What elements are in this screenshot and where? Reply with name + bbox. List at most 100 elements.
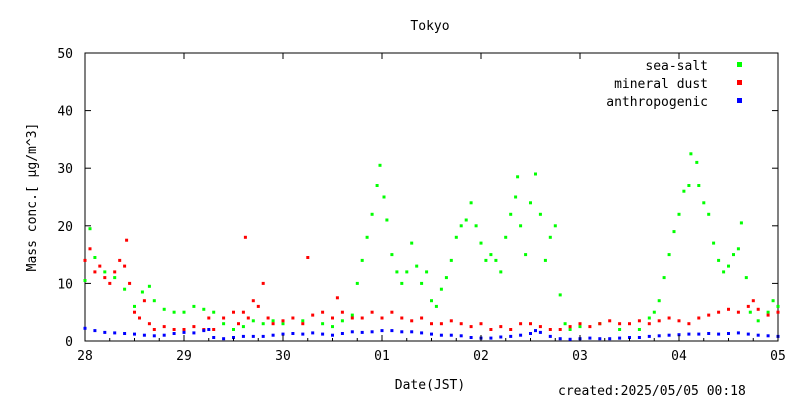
point-sea-salt (469, 201, 473, 205)
point-mineral-dust (192, 325, 196, 329)
point-sea-salt (637, 328, 641, 331)
point-sea-salt (695, 160, 699, 164)
point-mineral-dust (128, 281, 132, 285)
point-sea-salt (514, 195, 518, 199)
point-sea-salt (261, 322, 265, 326)
point-sea-salt (449, 258, 453, 262)
point-sea-salt (123, 287, 127, 291)
point-anthropogenic (350, 330, 354, 334)
point-sea-salt (748, 310, 752, 314)
point-anthropogenic (261, 334, 265, 338)
point-sea-salt (732, 253, 735, 257)
point-mineral-dust (103, 276, 107, 280)
point-mineral-dust (182, 328, 186, 331)
point-mineral-dust (311, 313, 315, 317)
point-sea-salt (113, 276, 117, 280)
point-anthropogenic (628, 336, 631, 339)
point-mineral-dust (147, 322, 151, 326)
point-sea-salt (702, 201, 706, 205)
point-sea-salt (281, 322, 285, 326)
point-sea-salt (365, 235, 369, 239)
point-mineral-dust (113, 270, 117, 274)
point-mineral-dust (489, 328, 493, 331)
point-sea-salt (395, 270, 399, 274)
point-anthropogenic (608, 337, 612, 341)
point-anthropogenic (538, 330, 542, 334)
point-anthropogenic (489, 336, 493, 340)
point-anthropogenic (618, 336, 622, 340)
point-mineral-dust (152, 328, 156, 331)
point-mineral-dust (243, 235, 247, 239)
point-anthropogenic (736, 331, 740, 335)
point-anthropogenic (202, 329, 206, 333)
point-sea-salt (479, 241, 483, 245)
point-mineral-dust (370, 310, 374, 314)
point-sea-salt (350, 313, 354, 317)
point-sea-salt (578, 325, 582, 329)
point-mineral-dust (568, 325, 572, 329)
point-sea-salt (434, 304, 438, 308)
point-anthropogenic (340, 332, 344, 335)
point-sea-salt (375, 184, 379, 187)
point-sea-salt (558, 293, 562, 297)
point-anthropogenic (756, 333, 760, 337)
point-mineral-dust (93, 270, 97, 274)
point-anthropogenic (657, 334, 661, 338)
point-sea-salt (516, 175, 520, 179)
point-anthropogenic (207, 328, 211, 331)
point-anthropogenic (469, 336, 473, 339)
point-mineral-dust (246, 316, 250, 320)
point-mineral-dust (459, 322, 463, 326)
point-sea-salt (301, 319, 305, 323)
point-anthropogenic (430, 332, 433, 336)
y-tick-label: 10 (57, 277, 73, 292)
point-anthropogenic (548, 334, 552, 338)
x-tick-label: 28 (77, 349, 93, 364)
point-sea-salt (744, 276, 748, 280)
point-sea-salt (459, 224, 463, 228)
point-sea-salt (400, 281, 404, 285)
point-mineral-dust (261, 281, 265, 285)
point-anthropogenic (212, 336, 216, 339)
point-mineral-dust (172, 328, 176, 331)
point-sea-salt (430, 299, 433, 303)
y-tick-label: 0 (65, 335, 73, 350)
point-sea-salt (667, 253, 671, 257)
point-mineral-dust (479, 322, 483, 326)
point-sea-salt (370, 212, 374, 216)
point-anthropogenic (400, 330, 404, 334)
point-sea-salt (647, 316, 651, 320)
point-mineral-dust (380, 316, 384, 320)
point-sea-salt (420, 281, 424, 285)
point-anthropogenic (677, 333, 681, 337)
axes: 0 10 20 30 40 50 28 29 30 01 02 03 04 05 (57, 47, 785, 364)
point-mineral-dust (212, 328, 216, 331)
point-mineral-dust (430, 322, 433, 326)
point-sea-salt (504, 235, 508, 239)
point-anthropogenic (420, 331, 424, 335)
chart-title: Tokyo (410, 19, 449, 34)
y-axis-label: Mass conc.[ μg/m^3] (25, 123, 40, 272)
point-sea-salt (83, 279, 87, 282)
point-sea-salt (687, 184, 691, 187)
point-sea-salt (618, 328, 622, 331)
point-sea-salt (232, 328, 235, 331)
point-mineral-dust (142, 299, 146, 303)
point-sea-salt (568, 328, 572, 331)
point-anthropogenic (534, 329, 537, 333)
point-anthropogenic (410, 330, 414, 334)
point-mineral-dust (746, 304, 750, 308)
point-mineral-dust (578, 322, 582, 326)
point-sea-salt (390, 253, 394, 257)
legend-label-anthropogenic: anthropogenic (606, 95, 708, 110)
point-anthropogenic (766, 334, 770, 338)
point-anthropogenic (271, 333, 275, 337)
data-points (83, 152, 780, 341)
point-sea-salt (410, 241, 414, 245)
point-sea-salt (464, 218, 468, 222)
point-mineral-dust (751, 299, 755, 303)
point-mineral-dust (509, 328, 513, 331)
point-anthropogenic (192, 331, 196, 335)
point-sea-salt (355, 281, 359, 285)
point-sea-salt (140, 290, 144, 294)
